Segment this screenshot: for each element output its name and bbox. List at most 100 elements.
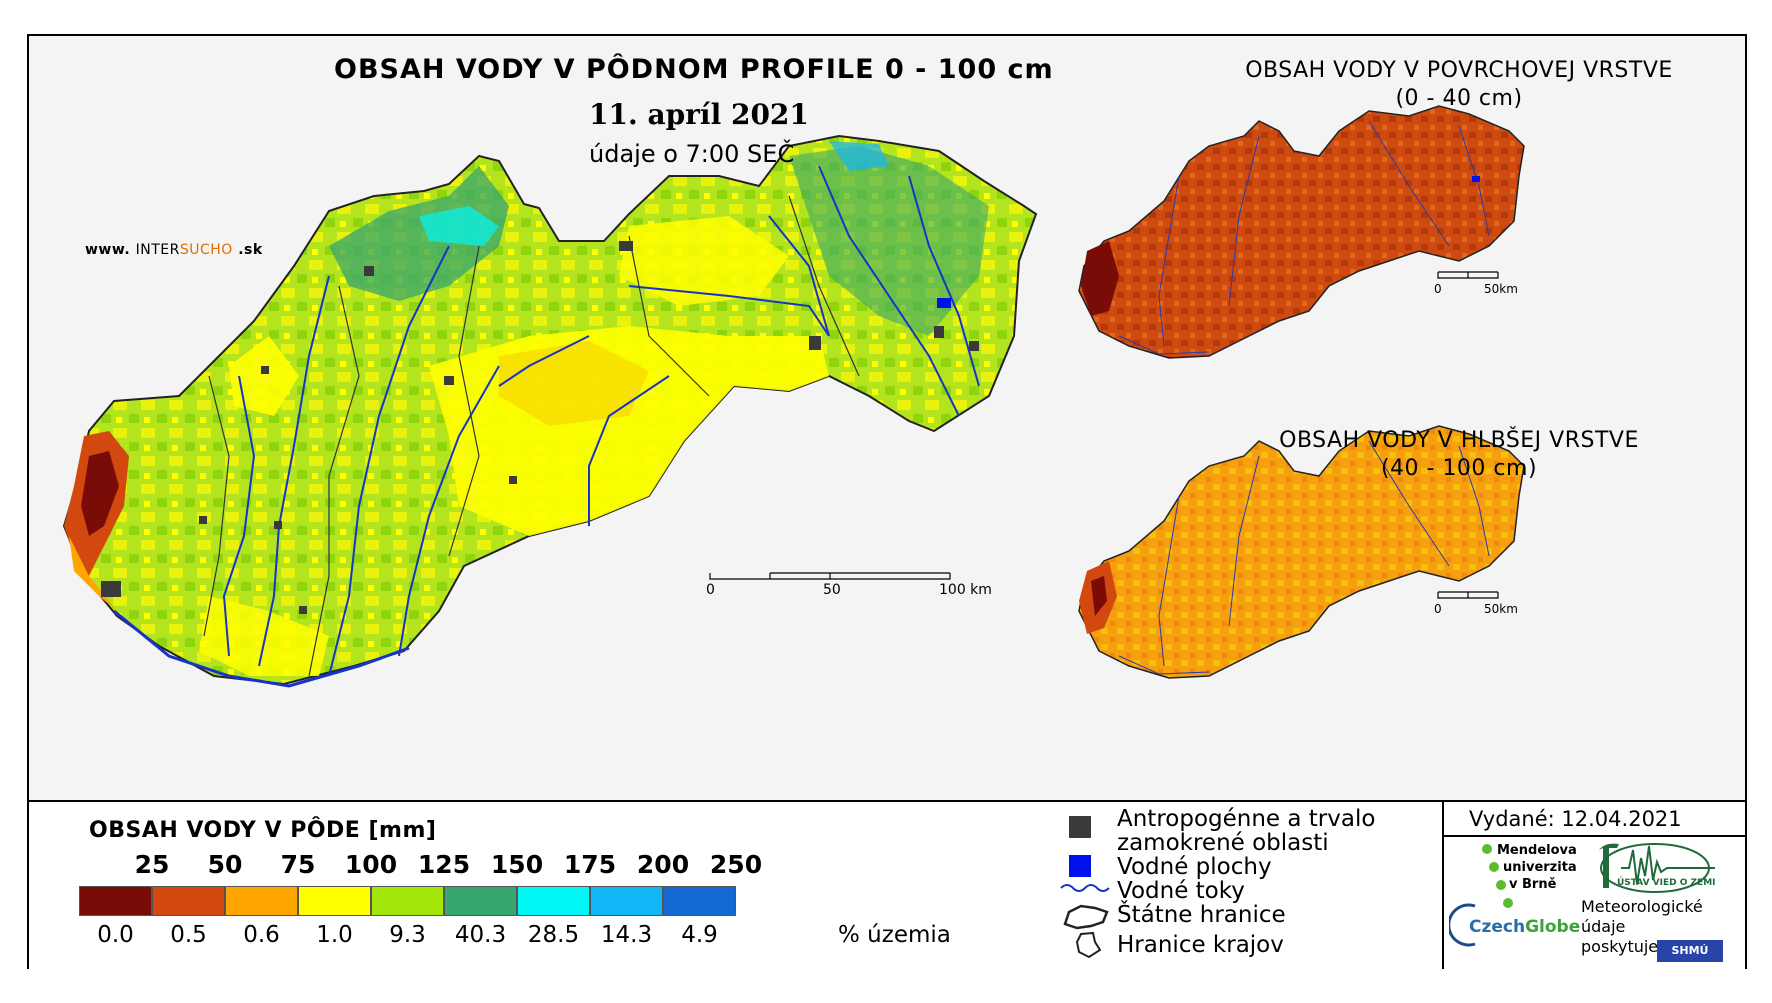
issued-date: Vydané: 12.04.2021 bbox=[1469, 807, 1682, 831]
map-area: OBSAH VODY V PÔDNOM PROFILE 0 - 100 cm 1… bbox=[29, 36, 1745, 800]
state-border-label: Štátne hranice bbox=[1117, 902, 1286, 928]
scale-bar-inset-bottom bbox=[1437, 591, 1499, 599]
urban-areas bbox=[101, 241, 979, 614]
legend-swatch bbox=[663, 886, 736, 916]
legend-title: OBSAH VODY V PÔDE [mm] bbox=[89, 818, 437, 843]
zone-yellow-west bbox=[229, 336, 299, 416]
inset-surface-dark-west bbox=[1081, 241, 1119, 316]
met-line-3: poskytuje: bbox=[1581, 937, 1664, 956]
legend-upper-bound: 100 bbox=[344, 850, 398, 879]
zone-cyan-east bbox=[829, 141, 889, 171]
inset-surface-map bbox=[1078, 105, 1525, 359]
zone-orange-west bbox=[69, 536, 117, 611]
legend-upper-bound: 150 bbox=[490, 850, 544, 879]
website-suffix: .sk bbox=[238, 242, 263, 258]
legend-unit: % územia bbox=[838, 922, 951, 948]
slovakia-inset-surface-shape bbox=[1078, 105, 1525, 359]
river-swatch-icon bbox=[1060, 884, 1110, 892]
legend-swatch bbox=[517, 886, 590, 916]
scale-bar-main bbox=[709, 572, 951, 580]
inset-surface-rivers bbox=[1118, 120, 1490, 355]
legend-swatch bbox=[79, 886, 152, 916]
met-line-1: Meteorologické bbox=[1581, 897, 1703, 916]
mendel-line-3: v Brně bbox=[1509, 877, 1557, 892]
shmu-logo: SHMÚ bbox=[1657, 940, 1723, 962]
met-line-2: údaje bbox=[1581, 917, 1626, 936]
legend-share: 0.0 bbox=[97, 922, 134, 948]
zone-very-dry-west bbox=[81, 451, 119, 536]
czechglobe-a: Czech bbox=[1469, 917, 1526, 937]
inset-deep-rivers bbox=[1118, 440, 1490, 675]
river-label: Vodné toky bbox=[1117, 878, 1245, 904]
legend-share: 4.9 bbox=[681, 922, 718, 948]
inset-deep-map bbox=[1078, 425, 1525, 679]
website-prefix: www. bbox=[85, 242, 131, 258]
water-body-label: Vodné plochy bbox=[1117, 854, 1272, 880]
state-border-icon bbox=[1063, 904, 1109, 930]
scale-inset-bottom-50: 50km bbox=[1484, 602, 1518, 616]
legend-swatch bbox=[298, 886, 371, 916]
legend-share: 28.5 bbox=[527, 922, 580, 948]
scale-main-0: 0 bbox=[706, 582, 715, 598]
region-borders bbox=[203, 195, 860, 677]
website-brand-b: SUCHO bbox=[179, 242, 233, 258]
legend-upper-bound: 250 bbox=[709, 850, 763, 879]
uvz-logo-icon bbox=[1599, 843, 1715, 893]
inset-surface-title: OBSAH VODY V POVRCHOVEJ VRSTVE bbox=[1245, 58, 1673, 83]
legend-upper-bound: 125 bbox=[417, 850, 471, 879]
website-link[interactable]: www. INTERSUCHO .sk bbox=[85, 242, 263, 258]
zone-yellow-south bbox=[199, 596, 329, 676]
legend-upper-bound: 50 bbox=[207, 850, 243, 879]
date-title: 11. apríl 2021 bbox=[589, 98, 809, 131]
scale-inset-top-50: 50km bbox=[1484, 282, 1518, 296]
legend-panel: OBSAH VODY V PÔDE [mm] 25 0.0 50 0.5 75 0.6 10… bbox=[29, 800, 1745, 969]
urban-label-1: Antropogénne a trvalo bbox=[1117, 806, 1376, 832]
uvz-name: ÚSTAV VIED O ZEMI bbox=[1617, 878, 1716, 888]
legend-share: 40.3 bbox=[454, 922, 507, 948]
inset-deep-very-dry-west bbox=[1091, 576, 1107, 616]
legend-share: 0.6 bbox=[243, 922, 280, 948]
water-body-east bbox=[937, 298, 951, 308]
legend-swatch bbox=[152, 886, 225, 916]
region-border-icon bbox=[1075, 931, 1102, 959]
credits-separator bbox=[1442, 802, 1444, 969]
slovakia-inset-deep-shape bbox=[1078, 425, 1525, 679]
zone-yellow-east bbox=[619, 216, 789, 306]
legend-upper-bound: 175 bbox=[563, 850, 617, 879]
map-frame: OBSAH VODY V PÔDNOM PROFILE 0 - 100 cm 1… bbox=[27, 34, 1747, 969]
legend-swatch bbox=[444, 886, 517, 916]
mendel-line-2: univerzita bbox=[1503, 860, 1577, 875]
czechglobe-logo: CzechGlobe bbox=[1469, 917, 1580, 937]
legend-swatch bbox=[371, 886, 444, 916]
issued-separator bbox=[1442, 835, 1745, 837]
mendel-logo-icon bbox=[1482, 844, 1513, 908]
zone-green-east bbox=[789, 146, 989, 336]
mendel-line-1: Mendelova bbox=[1497, 843, 1577, 858]
legend-share: 0.5 bbox=[170, 922, 207, 948]
main-title: OBSAH VODY V PÔDNOM PROFILE 0 - 100 cm bbox=[334, 54, 1054, 85]
legend-upper-bound: 200 bbox=[636, 850, 690, 879]
inset-deep-depth: (40 - 100 cm) bbox=[1380, 456, 1538, 481]
legend-share: 9.3 bbox=[389, 922, 426, 948]
legend-upper-bound: 75 bbox=[280, 850, 316, 879]
legend-share: 1.0 bbox=[316, 922, 353, 948]
inset-surface-water bbox=[1472, 176, 1480, 182]
legend-swatch bbox=[590, 886, 663, 916]
scale-bar-inset-top bbox=[1437, 271, 1499, 279]
region-border-label: Hranice krajov bbox=[1117, 932, 1284, 958]
legend-swatch bbox=[225, 886, 298, 916]
time-note: údaje o 7:00 SEČ bbox=[589, 140, 795, 168]
legend-share: 14.3 bbox=[600, 922, 653, 948]
zone-cyan-north bbox=[419, 206, 499, 246]
scale-main-100: 100 km bbox=[939, 582, 992, 598]
scale-inset-bottom-0: 0 bbox=[1434, 602, 1442, 616]
urban-label-2: zamokrené oblasti bbox=[1117, 830, 1329, 856]
legend-upper-bound: 25 bbox=[134, 850, 170, 879]
czechglobe-b: Globe bbox=[1525, 917, 1581, 937]
map-canvas bbox=[62, 105, 1525, 688]
main-map bbox=[62, 134, 1038, 688]
scale-inset-top-0: 0 bbox=[1434, 282, 1442, 296]
urban-swatch bbox=[1069, 816, 1091, 838]
water-body-swatch bbox=[1069, 855, 1091, 877]
inset-deep-title: OBSAH VODY V HLBŠEJ VRSTVE bbox=[1279, 428, 1639, 453]
